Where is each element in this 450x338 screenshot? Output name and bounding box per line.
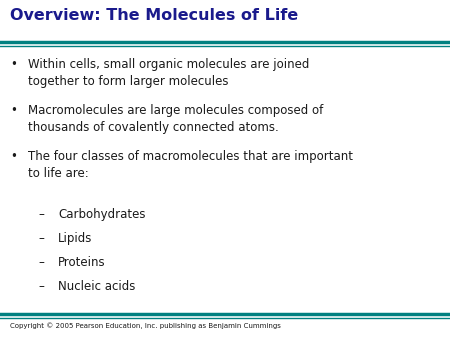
Text: Copyright © 2005 Pearson Education, Inc. publishing as Benjamin Cummings: Copyright © 2005 Pearson Education, Inc.… — [10, 322, 281, 329]
Text: •: • — [10, 104, 17, 117]
Text: •: • — [10, 150, 17, 163]
Text: The four classes of macromolecules that are important
to life are:: The four classes of macromolecules that … — [28, 150, 353, 180]
Text: –: – — [38, 232, 44, 245]
Text: Within cells, small organic molecules are joined
together to form larger molecul: Within cells, small organic molecules ar… — [28, 58, 310, 88]
Text: •: • — [10, 58, 17, 71]
Text: Lipids: Lipids — [58, 232, 92, 245]
Text: –: – — [38, 256, 44, 269]
Text: Proteins: Proteins — [58, 256, 106, 269]
Text: Overview: The Molecules of Life: Overview: The Molecules of Life — [10, 8, 298, 23]
Text: –: – — [38, 208, 44, 221]
Text: Carbohydrates: Carbohydrates — [58, 208, 145, 221]
Text: Macromolecules are large molecules composed of
thousands of covalently connected: Macromolecules are large molecules compo… — [28, 104, 323, 134]
Text: –: – — [38, 280, 44, 293]
Text: Nucleic acids: Nucleic acids — [58, 280, 135, 293]
